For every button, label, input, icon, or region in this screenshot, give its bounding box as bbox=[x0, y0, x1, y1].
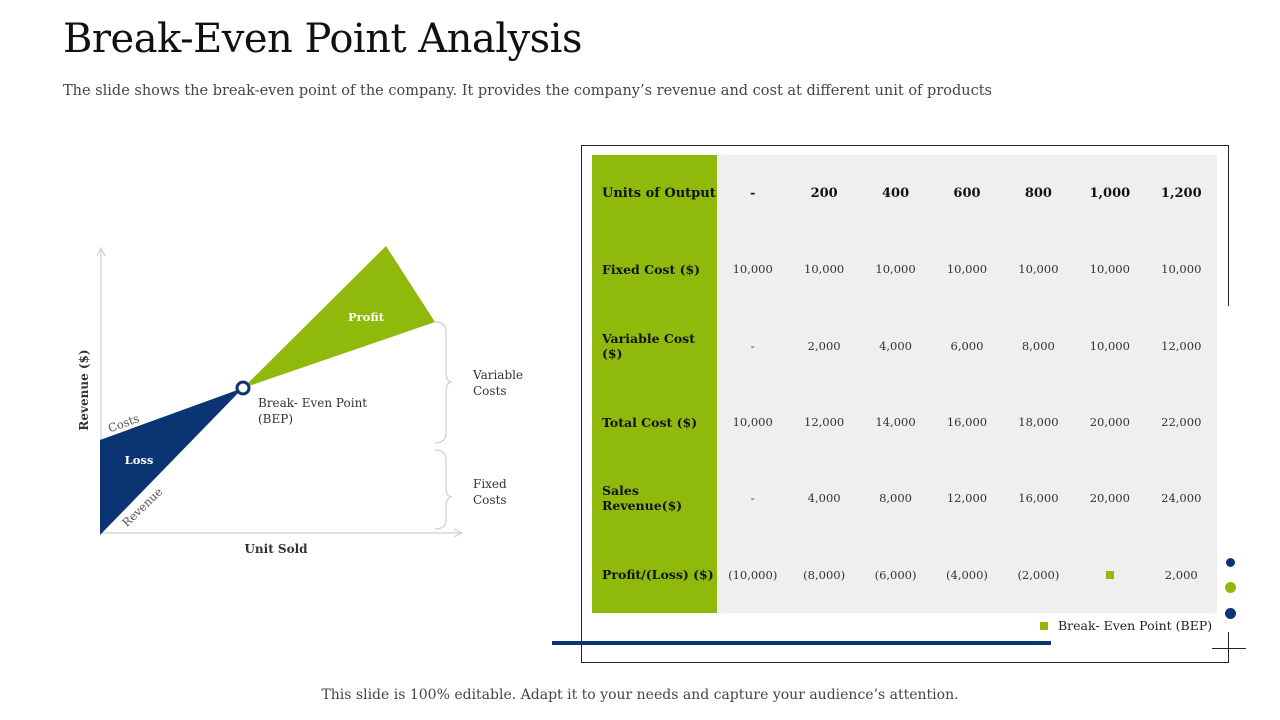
y-axis-arrow bbox=[96, 246, 106, 257]
decor-dot-navy-top bbox=[1226, 558, 1235, 567]
profit-area bbox=[243, 246, 435, 388]
table-cell: 10,000 bbox=[1074, 307, 1146, 384]
table-cell: 14,000 bbox=[859, 383, 932, 461]
table-cell: - bbox=[717, 460, 789, 537]
table-row: Profit/(Loss) ($) (10,000) (8,000) (6,000)(… bbox=[592, 536, 1217, 613]
fixed-costs-label-line2: Costs bbox=[473, 493, 507, 507]
loss-area bbox=[100, 388, 243, 535]
break-even-diagram: Revenue ($) Unit Sold Profit Loss Costs … bbox=[77, 246, 523, 556]
table-cell: 6,000 bbox=[931, 307, 1003, 384]
bep-point bbox=[235, 380, 251, 396]
row-label: Sales Revenue($) bbox=[592, 460, 717, 537]
table-cell: 16,000 bbox=[1002, 460, 1075, 537]
variable-costs-brace bbox=[434, 321, 453, 444]
table-cell: 4,000 bbox=[859, 307, 932, 384]
table-cell: 2,000 bbox=[788, 307, 860, 384]
table-cell: 10,000 bbox=[1074, 231, 1146, 308]
slide-footer: This slide is 100% editable. Adapt it to… bbox=[321, 687, 959, 703]
table-cell: 600 bbox=[931, 155, 1003, 232]
row-label: Total Cost ($) bbox=[592, 383, 717, 461]
row-label: Units of Output bbox=[592, 155, 717, 232]
table-row: Sales Revenue($) -4,000 8,000 12,000 16,000 2… bbox=[592, 460, 1217, 537]
variable-costs-label-line2: Costs bbox=[473, 384, 507, 398]
legend: Break- Even Point (BEP) bbox=[1040, 618, 1212, 633]
bep-label-line2: (BEP) bbox=[258, 412, 293, 426]
table-cell: 18,000 bbox=[1002, 383, 1075, 461]
legend-swatch bbox=[1040, 621, 1048, 630]
y-axis-label: Revenue ($) bbox=[77, 349, 91, 430]
decor-dot-green bbox=[1225, 582, 1236, 593]
table-cell: 400 bbox=[859, 155, 932, 232]
table-cell: (6,000) bbox=[859, 536, 932, 613]
table-cell: 12,000 bbox=[931, 460, 1003, 537]
table-cell: (10,000) bbox=[717, 536, 789, 613]
table-row: Total Cost ($) 10,000 12,000 14,000 16,000 18… bbox=[592, 383, 1217, 461]
table-cell: 2,000 bbox=[1145, 536, 1217, 613]
table-cell: 1,200 bbox=[1145, 155, 1217, 232]
fixed-costs-brace bbox=[434, 449, 453, 530]
table-cell: 20,000 bbox=[1074, 460, 1146, 537]
table-cell: 10,000 bbox=[1002, 231, 1075, 308]
table-row: Variable Cost ($) -2,000 4,000 6,000 8,000 10… bbox=[592, 307, 1217, 384]
table-cell: 8,000 bbox=[1002, 307, 1075, 384]
row-label: Profit/(Loss) ($) bbox=[592, 536, 717, 613]
table-cell: 1,000 bbox=[1074, 155, 1146, 232]
table-cell: 10,000 bbox=[788, 231, 860, 308]
table-cell: 12,000 bbox=[788, 383, 860, 461]
table-cell: 10,000 bbox=[1145, 231, 1217, 308]
table-cell: (4,000) bbox=[931, 536, 1003, 613]
table-cell: - bbox=[717, 155, 789, 232]
row-label: Variable Cost ($) bbox=[592, 307, 717, 384]
slide-subtitle: The slide shows the break-even point of … bbox=[63, 83, 992, 99]
profit-label: Profit bbox=[348, 310, 385, 324]
table-cell: 20,000 bbox=[1074, 383, 1146, 461]
table-cell: 22,000 bbox=[1145, 383, 1217, 461]
table-cell: - bbox=[717, 307, 789, 384]
bep-label-line1: Break- Even Point bbox=[258, 396, 367, 410]
variable-costs-label-line1: Variable bbox=[472, 368, 523, 382]
table-cell: 12,000 bbox=[1145, 307, 1217, 384]
slide-title: Break-Even Point Analysis bbox=[63, 16, 582, 62]
x-axis-arrow bbox=[453, 528, 464, 538]
x-axis-label: Unit Sold bbox=[244, 542, 308, 556]
table-cell bbox=[1074, 536, 1146, 613]
break-even-table: Units of Output -200 400 600 800 1,000 1,200 Fi… bbox=[592, 155, 1217, 613]
decor-dot-navy-bottom bbox=[1225, 608, 1236, 619]
decor-cross-vertical bbox=[1228, 632, 1229, 662]
loss-label: Loss bbox=[125, 453, 154, 467]
table-cell: 800 bbox=[1002, 155, 1075, 232]
table-cell: 200 bbox=[788, 155, 860, 232]
table-cell: 10,000 bbox=[717, 383, 789, 461]
table-row: Fixed Cost ($) 10,000 10,000 10,000 10,000 10… bbox=[592, 231, 1217, 308]
row-label: Fixed Cost ($) bbox=[592, 231, 717, 308]
bep-marker bbox=[1105, 570, 1114, 579]
table-cell: 8,000 bbox=[859, 460, 932, 537]
table-cell: 4,000 bbox=[788, 460, 860, 537]
table-cell: (8,000) bbox=[788, 536, 860, 613]
decor-cross-horizontal bbox=[1212, 648, 1246, 649]
table-cell: 10,000 bbox=[717, 231, 789, 308]
table-cell: 10,000 bbox=[931, 231, 1003, 308]
fixed-costs-label-line1: Fixed bbox=[473, 477, 507, 491]
table-cell: 10,000 bbox=[859, 231, 932, 308]
table-cell: (2,000) bbox=[1002, 536, 1075, 613]
table-cell: 16,000 bbox=[931, 383, 1003, 461]
accent-bar bbox=[552, 641, 1051, 645]
legend-label: Break- Even Point (BEP) bbox=[1058, 618, 1213, 633]
table-cell: 24,000 bbox=[1145, 460, 1217, 537]
table-header-row: Units of Output -200 400 600 800 1,000 1,200 bbox=[592, 155, 1217, 232]
